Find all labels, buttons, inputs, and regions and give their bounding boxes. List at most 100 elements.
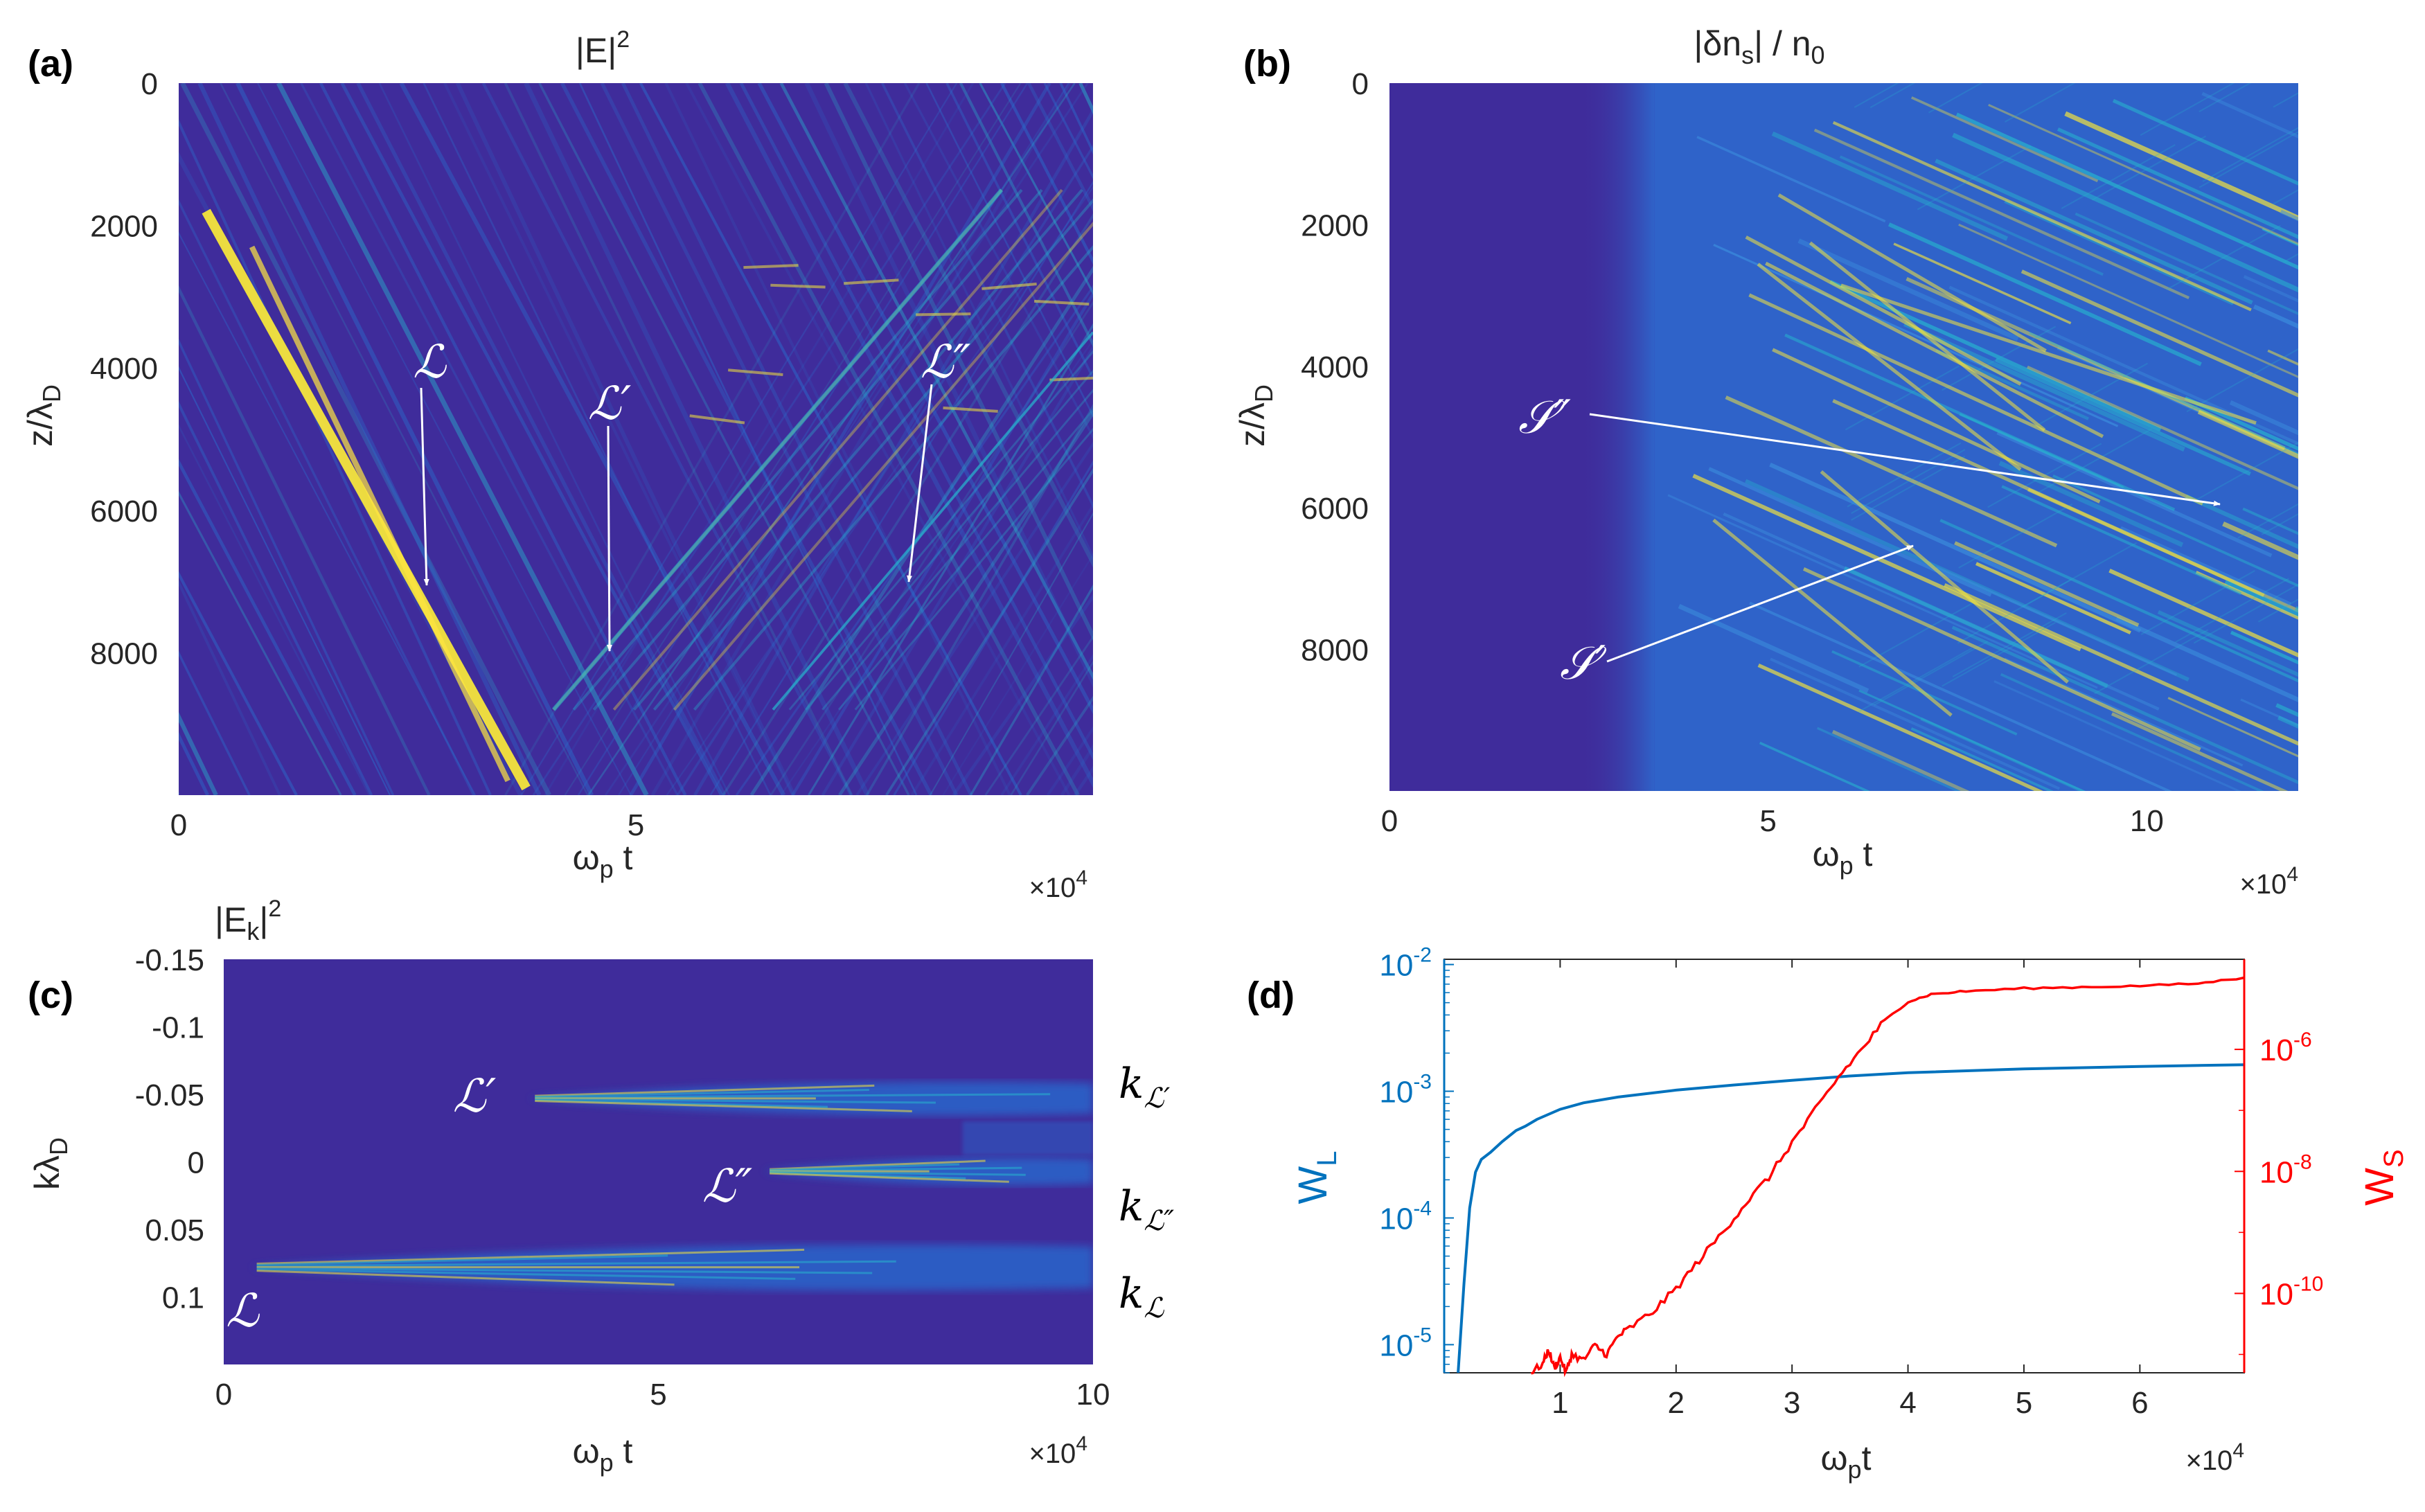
panel-a-wave-stripe: [179, 285, 431, 795]
panel-b-striation: [2064, 111, 2298, 221]
panel-a-back-stripe: [855, 441, 1093, 795]
panel-c-band-streak: [535, 1084, 875, 1097]
panel-c: (c) |Ek|2 0 5 10 -0.15 -0.1 -0.05 0 0.05 0.1 kλD…: [28, 896, 1174, 1477]
panel-d-xtick-label: 4: [1899, 1386, 1916, 1420]
panel-d-left-tick-label: 10-3: [1379, 1071, 1432, 1110]
panel-b-striation: [1843, 566, 2108, 688]
panel-c-band-streak: [770, 1172, 1009, 1183]
panel-b-striation: [1858, 689, 2086, 791]
panel-a-ylabel: z/λD: [21, 384, 66, 447]
panel-a-back-stripe: [577, 83, 1029, 795]
panel-a-Ldouble-band: [805, 369, 1093, 711]
k-label-L-double-prime: kℒ″: [1119, 1182, 1174, 1237]
panel-c-band-streak: [256, 1267, 873, 1274]
panel-c-band-streak: [535, 1099, 828, 1108]
panel-b-striation: [1893, 242, 2072, 325]
panel-b-striation: [2004, 199, 2235, 305]
panel-b-striation: [1952, 132, 2298, 293]
panel-b-xlabel: ωp t: [1813, 835, 1873, 880]
panel-a: (a) |E|2 0 5 0 2000 4000 6000 8000 z/λD ωp t ×…: [21, 26, 1093, 903]
panel-b-striation: [2112, 98, 2298, 186]
panel-b-axis-ticks: 0 5 10 0 2000 4000 6000 8000: [1301, 67, 2164, 838]
panel-c-xscale: ×104: [1029, 1432, 1087, 1469]
panel-b-ridge: [1832, 399, 2265, 597]
panel-a-wave-stripe: [179, 650, 251, 795]
panel-d-series: [1443, 959, 2246, 1378]
panel-b-striation: [2052, 474, 2298, 587]
panel-a-wave-stripe: [399, 83, 786, 795]
panel-b-crosshatch: [1942, 326, 2057, 391]
panel-b-striation: [1770, 657, 2061, 790]
panel-b-striation: [2185, 494, 2298, 549]
panel-b-crosshatch: [1874, 641, 1989, 706]
panel-b-ridge: [1777, 193, 2047, 353]
panel-b-striation: [2167, 697, 2298, 758]
panel-a-back-stripe: [930, 512, 1093, 795]
panel-d-left-tick-label: 10-5: [1379, 1324, 1432, 1362]
panel-b-ytick-label: 2000: [1301, 208, 1369, 242]
panel-a-bright-fragment: [1049, 376, 1093, 382]
panel-c-ytick-label: 0.05: [145, 1213, 204, 1247]
panel-b-striation: [1816, 727, 1961, 791]
panel-b-striation: [1696, 136, 1886, 223]
panel-a-wave-stripe: [300, 83, 679, 795]
panel-a-back-stripe: [520, 83, 958, 795]
arrow-S-double-prime: [1589, 413, 2221, 506]
panel-a-wave-stripe: [257, 83, 632, 795]
panel-c-ytick-label: -0.15: [135, 943, 204, 977]
panel-a-back-stripe: [605, 83, 1089, 795]
panel-a-back-stripe: [722, 213, 1093, 795]
panel-b-striation: [1757, 664, 2043, 791]
panel-a-wave-stripe: [197, 83, 542, 795]
panel-b-crosshatch: [2094, 629, 2209, 695]
panel-a-back-stripe: [821, 344, 1093, 795]
panel-d-right-tick-label: 10-8: [2259, 1150, 2312, 1189]
panel-a-back-stripe: [676, 144, 1093, 795]
panel-a-wave-stripe: [319, 83, 687, 795]
panel-b-striation: [1935, 159, 2253, 305]
panel-b: (b) |δns| / n0 0 5 10 0 2000 4000 6000 8000 z/λ…: [1233, 24, 2298, 900]
panel-b-striation: [1910, 727, 2054, 791]
panel-c-ytick-label: 0: [188, 1146, 204, 1180]
panel-a-Ldouble-band: [821, 389, 1093, 711]
panel-a-wave-stripe: [600, 83, 959, 795]
panel-a-bright-fragment: [981, 282, 1037, 290]
k-label-L-prime: kℒ′: [1119, 1060, 1170, 1114]
panel-c-band-streak: [256, 1248, 805, 1265]
annotation-L: ℒ: [413, 335, 447, 389]
panel-a-back-stripe: [808, 323, 1093, 795]
panel-d-xscale: ×104: [2185, 1439, 2244, 1476]
panel-b-title: |δns| / n0: [1694, 24, 1824, 69]
panel-b-striation: [2004, 657, 2244, 767]
panel-c-ylabel: kλD: [28, 1137, 73, 1190]
panel-a-xtick-label: 0: [170, 808, 187, 842]
panel-b-ridge: [1820, 470, 2069, 684]
panel-a-wave-stripe: [578, 83, 918, 795]
panel-b-crosshatch: [2193, 583, 2298, 644]
panel-a-feature-ℒ′: [551, 188, 1004, 711]
panel-b-ridge: [1765, 261, 2104, 438]
panel-b-striation: [2229, 400, 2298, 436]
panel-b-striation: [1797, 238, 2019, 341]
panel-a-wave-stripe: [180, 83, 551, 795]
panel-b-striation: [1920, 717, 2086, 791]
panel-a-bright-fragment: [728, 368, 783, 376]
panel-b-crosshatch: [2092, 135, 2207, 201]
panel-a-wave-stripe: [664, 83, 1011, 795]
panel-a-wave-stripe: [757, 83, 1093, 714]
panel-a-wave-stripe: [179, 400, 373, 795]
panel-b-crosshatch: [1869, 83, 1916, 109]
panel-d: (d) 1 2 3 4 5 610-210-310-410-510-610-810-10 …: [1247, 944, 2409, 1484]
panel-b-crosshatch: [2273, 92, 2298, 108]
panel-b-striation: [1829, 280, 2162, 432]
panel-a-ytick-label: 8000: [90, 637, 158, 670]
panel-c-band-streak: [535, 1089, 869, 1098]
panel-b-striation: [2253, 304, 2298, 329]
panel-b-xtick-label: 10: [2130, 804, 2164, 838]
panel-a-wave-stripe: [179, 338, 395, 795]
panel-a-wave-stripe: [979, 83, 1093, 296]
panel-b-crosshatch: [2175, 578, 2290, 643]
panel-b-crosshatch: [1847, 442, 1962, 508]
panel-a-bright-fragment: [689, 414, 745, 425]
panel-b-crosshatch: [2166, 225, 2281, 290]
